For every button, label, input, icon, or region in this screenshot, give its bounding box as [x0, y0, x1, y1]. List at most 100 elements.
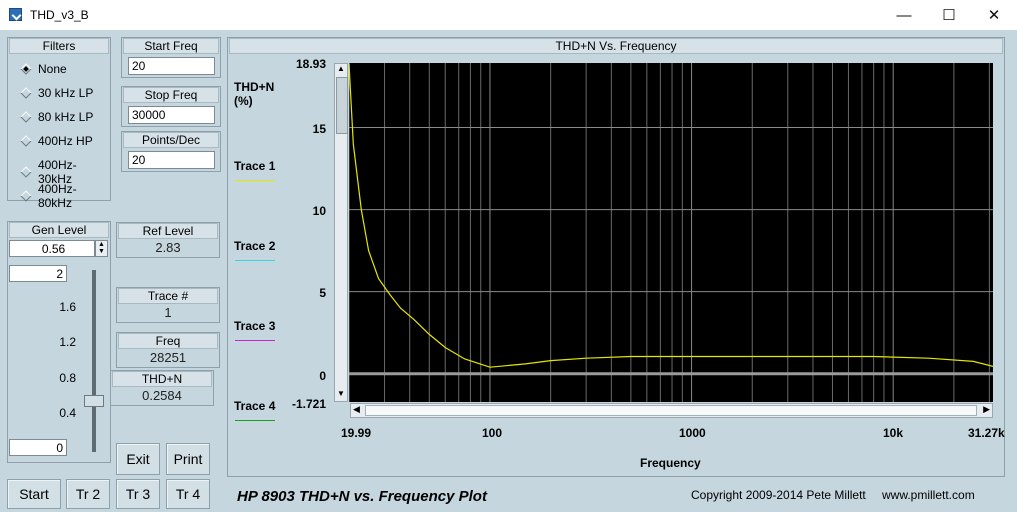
trace-2-swatch — [235, 260, 275, 261]
filter-label: None — [38, 62, 67, 76]
filter-none[interactable]: None — [20, 62, 67, 76]
trace-2-label: Trace 2 — [234, 239, 276, 253]
y-tick-label: 5 — [319, 286, 326, 300]
trace-2-button[interactable]: Tr 2 — [66, 479, 110, 509]
gen-level-slider-thumb[interactable] — [84, 395, 104, 408]
gen-level-panel: Gen Level 0.56 ▲ ▼ 2 0 1.6 1.2 0.8 0.4 — [7, 221, 111, 463]
copyright-text: Copyright 2009-2014 Pete Millett — [691, 488, 866, 502]
trace-4-button[interactable]: Tr 4 — [166, 479, 210, 509]
trace-3-button[interactable]: Tr 3 — [116, 479, 160, 509]
scroll-down-icon[interactable]: ▼ — [337, 389, 345, 398]
trace-3-label: Trace 3 — [234, 319, 276, 333]
trace-num-value: 1 — [164, 305, 172, 320]
y-tick-label: 15 — [312, 122, 326, 136]
start-freq-label: Start Freq — [123, 38, 219, 54]
freq-value: 28251 — [149, 350, 187, 365]
filter-label: 400Hz-30kHz — [37, 158, 77, 186]
footer-title: HP 8903 THD+N vs. Frequency Plot — [237, 488, 487, 505]
minimize-button[interactable]: — — [896, 6, 912, 24]
slider-max-input[interactable]: 2 — [9, 265, 67, 282]
horizontal-scroll-thumb[interactable] — [365, 405, 977, 416]
slider-tick-label: 0.4 — [59, 406, 76, 420]
gen-level-input[interactable]: 0.56 — [9, 240, 95, 257]
ref-level-label: Ref Level — [118, 223, 218, 239]
filter-label: 400Hz HP — [38, 134, 93, 148]
stop-freq-input[interactable]: 30000 — [128, 106, 215, 124]
freq-label: Freq — [118, 333, 218, 349]
stop-freq-label: Stop Freq — [123, 87, 219, 103]
maximize-button[interactable]: ☐ — [942, 7, 956, 24]
radio-icon — [20, 166, 32, 178]
trace-1-swatch — [235, 180, 275, 181]
vertical-scrollbar[interactable]: ▲ ▼ — [334, 63, 348, 402]
slider-tick-label: 1.2 — [59, 335, 76, 349]
scroll-right-icon[interactable]: ▶ — [983, 404, 990, 414]
print-button[interactable]: Print — [166, 443, 210, 475]
radio-icon — [20, 190, 32, 202]
plot-title: THD+N Vs. Frequency — [229, 38, 1003, 54]
plot-background — [349, 63, 993, 402]
filter-80khz-lp[interactable]: 80 kHz LP — [20, 110, 94, 124]
x-axis-max-label: 31.27k — [968, 426, 1005, 440]
filter-400hz-80khz[interactable]: 400Hz-80kHz — [20, 182, 110, 210]
trace-num-label: Trace # — [118, 288, 218, 304]
radio-icon — [20, 135, 32, 147]
app-icon — [9, 8, 22, 21]
slider-min-input[interactable]: 0 — [9, 439, 67, 456]
thdn-label: THD+N — [112, 371, 212, 387]
radio-icon — [20, 87, 32, 99]
stop-freq-panel: Stop Freq 30000 — [121, 86, 221, 127]
ref-level-panel: Ref Level 2.83 — [116, 222, 220, 258]
start-freq-input[interactable]: 20 — [128, 57, 215, 75]
points-dec-label: Points/Dec — [123, 132, 219, 148]
scroll-up-icon[interactable]: ▲ — [337, 64, 345, 73]
start-button[interactable]: Start — [7, 479, 61, 509]
gen-level-label: Gen Level — [9, 222, 109, 238]
freq-panel: Freq 28251 — [116, 332, 220, 368]
trace-3-swatch — [235, 340, 275, 341]
filter-400hz-hp[interactable]: 400Hz HP — [20, 134, 93, 148]
points-dec-panel: Points/Dec 20 — [121, 131, 221, 172]
x-axis-min-label: 19.99 — [341, 426, 372, 440]
y-tick-label: 0 — [319, 369, 326, 383]
thdn-plot-area — [349, 63, 993, 402]
slider-tick-label: 1.6 — [59, 300, 76, 314]
radio-selected-icon — [20, 63, 32, 75]
filter-400hz-30khz[interactable]: 400Hz-30kHz — [20, 158, 110, 186]
exit-button[interactable]: Exit — [116, 443, 160, 475]
filter-label: 30 kHz LP — [38, 86, 94, 100]
thdn-panel: THD+N 0.2584 — [110, 370, 214, 406]
radio-icon — [20, 111, 32, 123]
trace-1-line — [349, 63, 993, 368]
y-axis-min-label: -1.721 — [291, 397, 326, 411]
x-axis-title: Frequency — [640, 456, 701, 470]
close-button[interactable]: ✕ — [987, 7, 1001, 24]
y-axis-title: THD+N (%) — [234, 80, 275, 108]
x-tick-label: 1000 — [679, 426, 706, 440]
y-tick-label: 10 — [312, 204, 326, 218]
x-tick-label: 10k — [883, 426, 904, 440]
gen-level-spinner[interactable]: ▲ ▼ — [95, 240, 108, 257]
points-dec-input[interactable]: 20 — [128, 151, 215, 169]
website-text: www.pmillett.com — [882, 488, 975, 502]
trace-4-label: Trace 4 — [234, 399, 276, 413]
trace-4-swatch — [235, 420, 275, 421]
x-tick-label: 100 — [482, 426, 503, 440]
filter-label: 80 kHz LP — [38, 110, 94, 124]
horizontal-scrollbar[interactable]: ◀ ▶ — [350, 403, 993, 418]
filters-panel: Filters None 30 kHz LP 80 kHz LP 400Hz H… — [7, 37, 111, 210]
start-freq-panel: Start Freq 20 — [121, 37, 221, 78]
filters-title: Filters — [9, 38, 109, 54]
ref-level-value: 2.83 — [155, 240, 181, 255]
scroll-left-icon[interactable]: ◀ — [353, 404, 360, 414]
title-bar: THD_v3_B — ☐ ✕ — [0, 0, 1017, 30]
y-axis-max-label: 18.93 — [295, 57, 326, 71]
filter-label: 400Hz-80kHz — [37, 182, 77, 210]
vertical-scroll-thumb[interactable] — [336, 77, 348, 134]
filter-30khz-lp[interactable]: 30 kHz LP — [20, 86, 94, 100]
trace-num-panel: Trace # 1 — [116, 287, 220, 323]
slider-tick-label: 0.8 — [59, 371, 76, 385]
thdn-value: 0.2584 — [142, 388, 182, 403]
gen-level-slider-track[interactable] — [92, 270, 96, 452]
window-title: THD_v3_B — [30, 8, 89, 22]
